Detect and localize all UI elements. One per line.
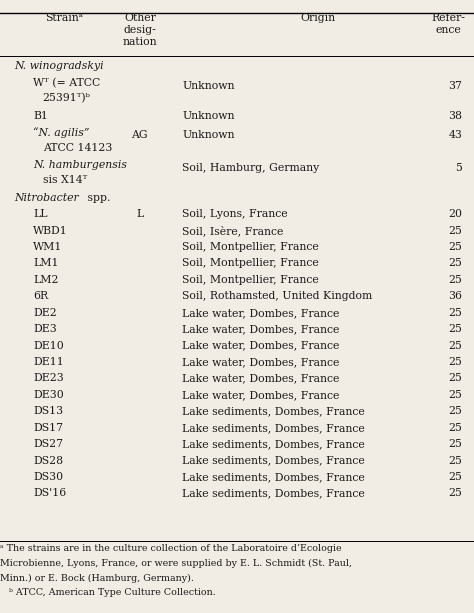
Text: 25: 25 [448, 455, 462, 466]
Text: Unknown: Unknown [182, 110, 235, 121]
Text: WM1: WM1 [33, 242, 63, 252]
Text: AG: AG [131, 130, 148, 140]
Text: 25: 25 [448, 242, 462, 252]
Text: 25: 25 [448, 308, 462, 318]
Text: Soil, Hamburg, Germany: Soil, Hamburg, Germany [182, 163, 320, 173]
Text: Minn.) or E. Bock (Hamburg, Germany).: Minn.) or E. Bock (Hamburg, Germany). [0, 574, 194, 583]
Text: WBD1: WBD1 [33, 226, 68, 235]
Text: N. winogradskyi: N. winogradskyi [14, 61, 104, 71]
Text: 25: 25 [448, 439, 462, 449]
Text: Lake water, Dombes, France: Lake water, Dombes, France [182, 390, 340, 400]
Text: 25: 25 [448, 423, 462, 433]
Text: LM2: LM2 [33, 275, 59, 285]
Text: DS'16: DS'16 [33, 489, 66, 498]
Text: 25: 25 [448, 373, 462, 384]
Text: Lake sediments, Dombes, France: Lake sediments, Dombes, France [182, 439, 365, 449]
Text: 25: 25 [448, 489, 462, 498]
Text: Lake water, Dombes, France: Lake water, Dombes, France [182, 373, 340, 384]
Text: Unknown: Unknown [182, 81, 235, 91]
Text: Other
desig-
nation: Other desig- nation [122, 13, 157, 47]
Text: ᵃ The strains are in the culture collection of the Laboratoire d’Ecologie: ᵃ The strains are in the culture collect… [0, 544, 342, 554]
Text: Origin: Origin [300, 13, 335, 23]
Text: 25: 25 [448, 341, 462, 351]
Text: Lake water, Dombes, France: Lake water, Dombes, France [182, 357, 340, 367]
Text: Lake water, Dombes, France: Lake water, Dombes, France [182, 341, 340, 351]
Text: DE23: DE23 [33, 373, 64, 384]
Text: ATCC 14123: ATCC 14123 [43, 143, 112, 153]
Text: L: L [136, 209, 144, 219]
Text: DE10: DE10 [33, 341, 64, 351]
Text: Soil, Lyons, France: Soil, Lyons, France [182, 209, 288, 219]
Text: N. hamburgensis: N. hamburgensis [33, 160, 127, 170]
Text: Wᵀ (= ATCC: Wᵀ (= ATCC [33, 78, 100, 88]
Text: Lake sediments, Dombes, France: Lake sediments, Dombes, France [182, 472, 365, 482]
Text: Microbienne, Lyons, France, or were supplied by E. L. Schmidt (St. Paul,: Microbienne, Lyons, France, or were supp… [0, 559, 352, 568]
Text: DE3: DE3 [33, 324, 57, 334]
Text: Soil, Rothamsted, United Kingdom: Soil, Rothamsted, United Kingdom [182, 291, 373, 302]
Text: DE30: DE30 [33, 390, 64, 400]
Text: 38: 38 [448, 110, 462, 121]
Text: Lake water, Dombes, France: Lake water, Dombes, France [182, 324, 340, 334]
Text: DS30: DS30 [33, 472, 64, 482]
Text: DS28: DS28 [33, 455, 64, 466]
Text: 25: 25 [448, 275, 462, 285]
Text: 6R: 6R [33, 291, 48, 302]
Text: 25: 25 [448, 357, 462, 367]
Text: Soil, Montpellier, France: Soil, Montpellier, France [182, 259, 319, 268]
Text: spp.: spp. [84, 192, 111, 203]
Text: DS17: DS17 [33, 423, 63, 433]
Text: Lake sediments, Dombes, France: Lake sediments, Dombes, France [182, 489, 365, 498]
Text: 25: 25 [448, 324, 462, 334]
Text: Lake sediments, Dombes, France: Lake sediments, Dombes, France [182, 423, 365, 433]
Text: Unknown: Unknown [182, 130, 235, 140]
Text: Soil, Montpellier, France: Soil, Montpellier, France [182, 242, 319, 252]
Text: Lake sediments, Dombes, France: Lake sediments, Dombes, France [182, 406, 365, 416]
Text: 25391ᵀ)ᵇ: 25391ᵀ)ᵇ [43, 93, 91, 104]
Text: LM1: LM1 [33, 259, 59, 268]
Text: 36: 36 [448, 291, 462, 302]
Text: DE2: DE2 [33, 308, 57, 318]
Text: LL: LL [33, 209, 48, 219]
Text: Strainᵃ: Strainᵃ [45, 13, 83, 23]
Text: Lake sediments, Dombes, France: Lake sediments, Dombes, France [182, 455, 365, 466]
Text: DE11: DE11 [33, 357, 64, 367]
Text: Nitrobacter: Nitrobacter [14, 192, 79, 203]
Text: 25: 25 [448, 390, 462, 400]
Text: 5: 5 [455, 163, 462, 173]
Text: 25: 25 [448, 406, 462, 416]
Text: ᵇ ATCC, American Type Culture Collection.: ᵇ ATCC, American Type Culture Collection… [9, 588, 216, 598]
Text: B1: B1 [33, 110, 48, 121]
Text: DS27: DS27 [33, 439, 63, 449]
Text: Lake water, Dombes, France: Lake water, Dombes, France [182, 308, 340, 318]
Text: 25: 25 [448, 259, 462, 268]
Text: DS13: DS13 [33, 406, 64, 416]
Text: 25: 25 [448, 226, 462, 235]
Text: 20: 20 [448, 209, 462, 219]
Text: sis X14ᵀ: sis X14ᵀ [43, 175, 87, 186]
Text: Soil, Montpellier, France: Soil, Montpellier, France [182, 275, 319, 285]
Text: “N. agilis”: “N. agilis” [33, 127, 90, 138]
Text: 25: 25 [448, 472, 462, 482]
Text: 43: 43 [448, 130, 462, 140]
Text: Soil, Isère, France: Soil, Isère, France [182, 226, 284, 237]
Text: Refer-
ence: Refer- ence [431, 13, 465, 35]
Text: 37: 37 [448, 81, 462, 91]
